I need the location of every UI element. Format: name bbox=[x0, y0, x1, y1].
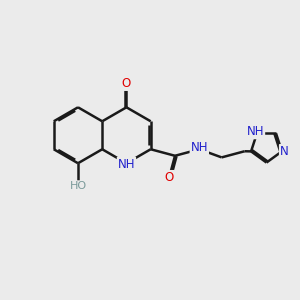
Text: NH: NH bbox=[118, 158, 135, 171]
Text: O: O bbox=[165, 171, 174, 184]
Text: HO: HO bbox=[69, 181, 87, 191]
Text: NH: NH bbox=[247, 125, 264, 138]
Text: NH: NH bbox=[190, 141, 208, 154]
Text: O: O bbox=[122, 77, 131, 90]
Text: N: N bbox=[280, 145, 289, 158]
